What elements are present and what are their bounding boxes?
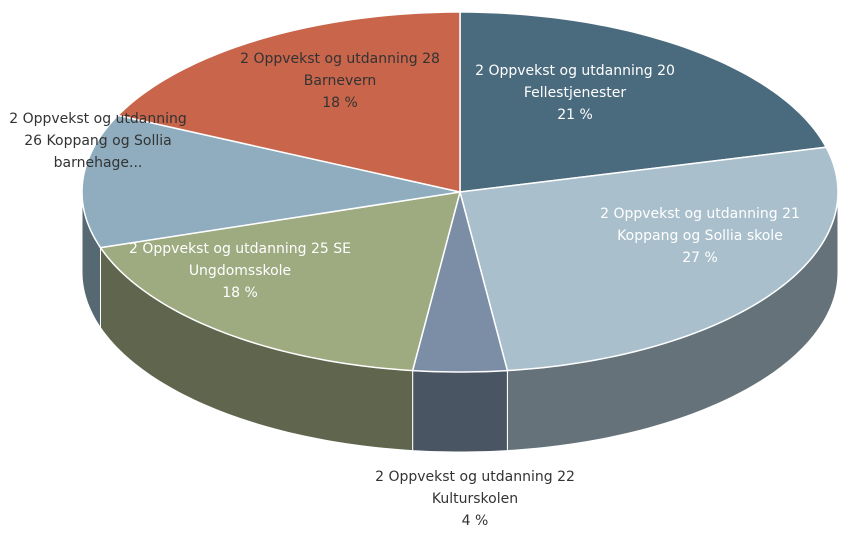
slice: [459, 146, 839, 372]
category-label: 2 Oppvekst og utdanning 25 SE Ungdomssko…: [129, 241, 351, 279]
value-label: 27 %: [682, 250, 718, 266]
data-label: 2 Oppvekst og utdanning 28 Barnevern 18 %: [220, 48, 460, 114]
category-label: 2 Oppvekst og utdanning 22 Kulturskolen: [375, 469, 575, 507]
data-label: 2 Oppvekst og utdanning 26 Koppang og So…: [3, 108, 193, 174]
slice: [99, 191, 462, 372]
category-label: 2 Oppvekst og utdanning 20 Fellestjenest…: [475, 63, 675, 101]
slice-side: [507, 192, 838, 451]
value-label: 21 %: [557, 107, 593, 123]
data-label: 2 Oppvekst og utdanning 22 Kulturskolen 4…: [355, 466, 595, 532]
slice-side-shade: [412, 370, 508, 453]
slice-side: [82, 192, 101, 328]
value-label: 18 %: [322, 95, 358, 111]
category-label: 2 Oppvekst og utdanning 28 Barnevern: [240, 51, 440, 89]
value-label: 4 %: [461, 513, 489, 529]
data-label: 2 Oppvekst og utdanning 25 SE Ungdomssko…: [120, 238, 360, 304]
slice: [411, 189, 509, 373]
slice: [81, 114, 461, 249]
data-label: 2 Oppvekst og utdanning 20 Fellestjenest…: [475, 60, 675, 126]
slice: [116, 11, 461, 193]
slice-side: [100, 247, 413, 451]
category-label: 2 Oppvekst og utdanning 26 Koppang og So…: [9, 111, 187, 171]
value-label: 18 %: [222, 285, 258, 301]
slice: [459, 11, 828, 193]
slice-side: [412, 370, 508, 452]
data-label: 2 Oppvekst og utdanning 21 Koppang og So…: [580, 203, 820, 269]
category-label: 2 Oppvekst og utdanning 21 Koppang og So…: [600, 206, 800, 244]
